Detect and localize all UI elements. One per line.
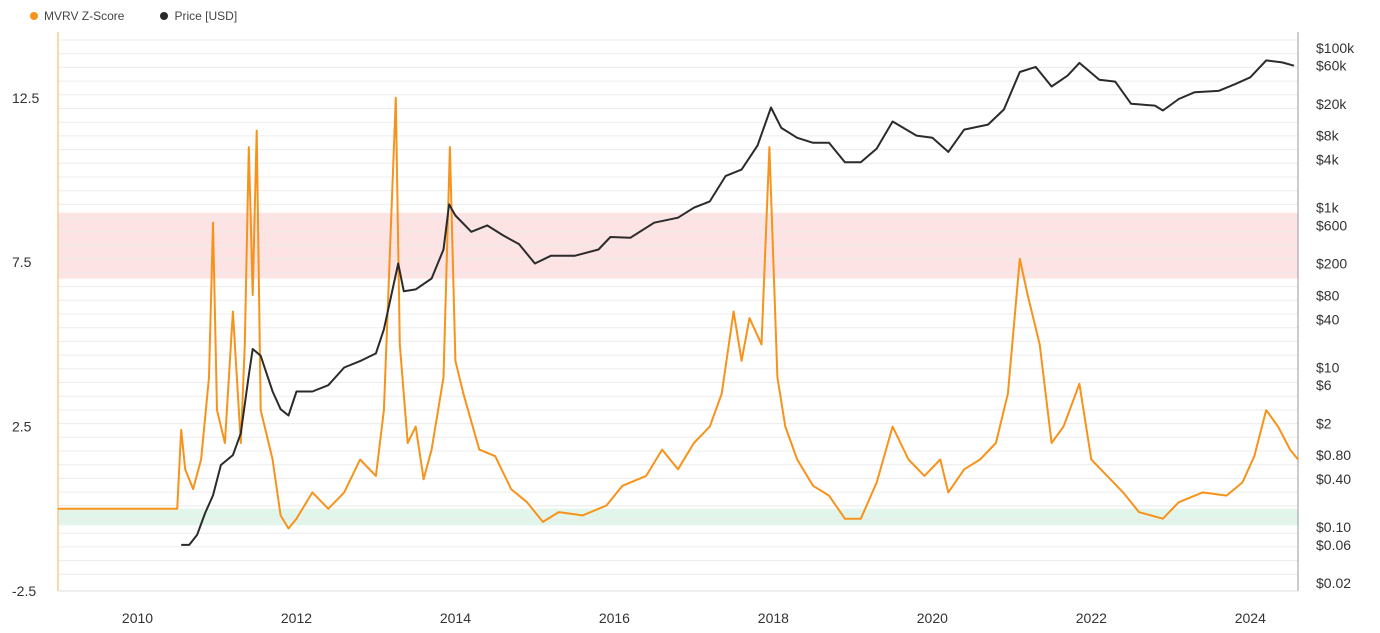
x-tick-label: 2010	[122, 610, 153, 626]
y-right-tick-label: $100k	[1316, 40, 1355, 56]
x-tick-label: 2018	[758, 610, 789, 626]
gridlines	[58, 39, 1298, 575]
series-lines	[58, 59, 1299, 546]
price-line	[181, 59, 1295, 546]
x-tick-label: 2024	[1235, 610, 1266, 626]
y-right-tick-label: $0.40	[1316, 471, 1351, 487]
y-right-tick-label: $0.80	[1316, 447, 1351, 463]
y-right-tick-label: $0.06	[1316, 537, 1351, 553]
y-right-tick-label: $4k	[1316, 152, 1340, 168]
y-right-tick-label: $0.02	[1316, 575, 1351, 591]
y-right-tick-label: $8k	[1316, 128, 1340, 144]
undervalued-band	[58, 508, 1298, 526]
x-tick-label: 2022	[1076, 610, 1107, 626]
legend-label-price: Price [USD]	[174, 9, 238, 23]
y-left-tick-label: -2.5	[12, 583, 36, 599]
y-left-tick-label: 2.5	[12, 419, 32, 435]
legend-item-mvrv[interactable]: MVRV Z-Score	[30, 9, 124, 23]
y-left-tick-label: 7.5	[12, 254, 32, 270]
x-tick-label: 2014	[440, 610, 471, 626]
tick-labels: 2010 2012 2014 2016 2018 2020 2022 2024 12.5 7.5 2…	[12, 40, 1355, 626]
y-right-tick-label: $200	[1316, 256, 1347, 272]
legend-dot-price	[160, 12, 169, 20]
y-right-tick-label: $60k	[1316, 58, 1347, 74]
y-right-tick-label: $1k	[1316, 200, 1340, 216]
axes	[57, 32, 1299, 592]
y-right-tick-label: $10	[1316, 359, 1340, 375]
y-right-tick-label: $20k	[1316, 96, 1347, 112]
mvrv-zscore-line	[58, 96, 1299, 530]
y-right-tick-label: $600	[1316, 217, 1347, 233]
x-tick-label: 2020	[917, 610, 948, 626]
y-right-tick-label: $6	[1316, 377, 1332, 393]
y-right-tick-label: $2	[1316, 415, 1332, 431]
legend: MVRV Z-Score Price [USD]	[30, 9, 237, 23]
x-tick-label: 2016	[599, 610, 630, 626]
legend-dot-mvrv	[30, 12, 38, 20]
y-right-tick-label: $0.10	[1316, 519, 1351, 535]
legend-item-price[interactable]: Price [USD]	[160, 9, 237, 23]
y-left-tick-label: 12.5	[12, 90, 39, 106]
legend-label-mvrv: MVRV Z-Score	[44, 9, 125, 23]
y-right-tick-label: $80	[1316, 287, 1340, 303]
y-right-tick-label: $40	[1316, 311, 1340, 327]
x-tick-label: 2012	[281, 610, 312, 626]
